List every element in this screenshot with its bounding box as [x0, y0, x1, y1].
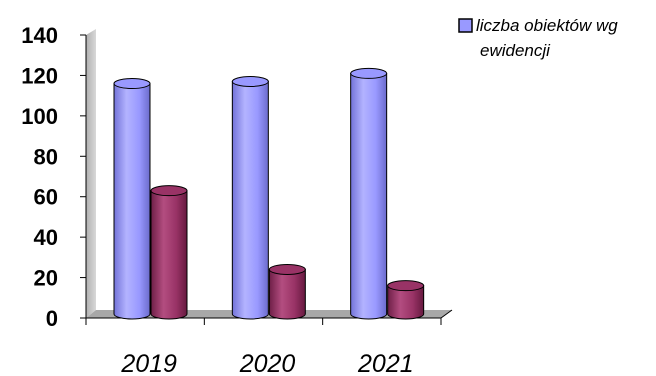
y-tick-label: 140: [21, 23, 58, 48]
floor-back-edge: [440, 309, 453, 319]
y-tick-label: 120: [21, 63, 58, 88]
y-axis-ticks: 0 20 40 60 80 100 120 140: [21, 23, 86, 331]
bar-top: [231, 75, 269, 87]
bar-series-1-2019: [113, 78, 151, 320]
bar-body: [113, 83, 151, 320]
y-tick-label: 100: [21, 104, 58, 129]
bar-body: [268, 268, 306, 320]
legend-text-line-2: ewidencji: [480, 41, 551, 60]
y-tick-label: 20: [34, 266, 58, 291]
bar-series-2-2020: [268, 263, 306, 320]
legend: liczba obiektów wg ewidencji: [458, 16, 618, 60]
legend-swatch-series-1: [458, 18, 473, 33]
bar-body: [387, 285, 425, 320]
bar-series-1-2020: [231, 75, 269, 320]
bar-top: [268, 263, 306, 275]
bar-body: [350, 72, 388, 320]
legend-text-line-1: liczba obiektów wg: [476, 16, 618, 35]
bar-top: [387, 280, 425, 292]
bar-series-2-2019: [150, 185, 188, 320]
bar-top: [350, 67, 388, 79]
chart-back-wall: [86, 29, 96, 318]
x-category-label: 2020: [239, 350, 296, 376]
y-tick-label: 80: [34, 144, 58, 169]
y-tick-label: 60: [34, 185, 58, 210]
bar-series-1-2021: [350, 67, 388, 320]
x-category-label: 2019: [120, 350, 177, 376]
bar-series-group: [113, 67, 425, 320]
x-axis-ticks: [85, 318, 442, 325]
bar-body: [231, 80, 269, 320]
y-tick-label: 40: [34, 225, 58, 250]
x-axis-labels: 2019 2020 2021: [120, 350, 413, 376]
bar-series-2-2021: [387, 280, 425, 320]
y-tick-label: 0: [46, 306, 58, 331]
bar-top: [150, 185, 188, 197]
bar-top: [113, 78, 151, 90]
x-category-label: 2021: [357, 350, 414, 376]
bar-body: [150, 190, 188, 320]
